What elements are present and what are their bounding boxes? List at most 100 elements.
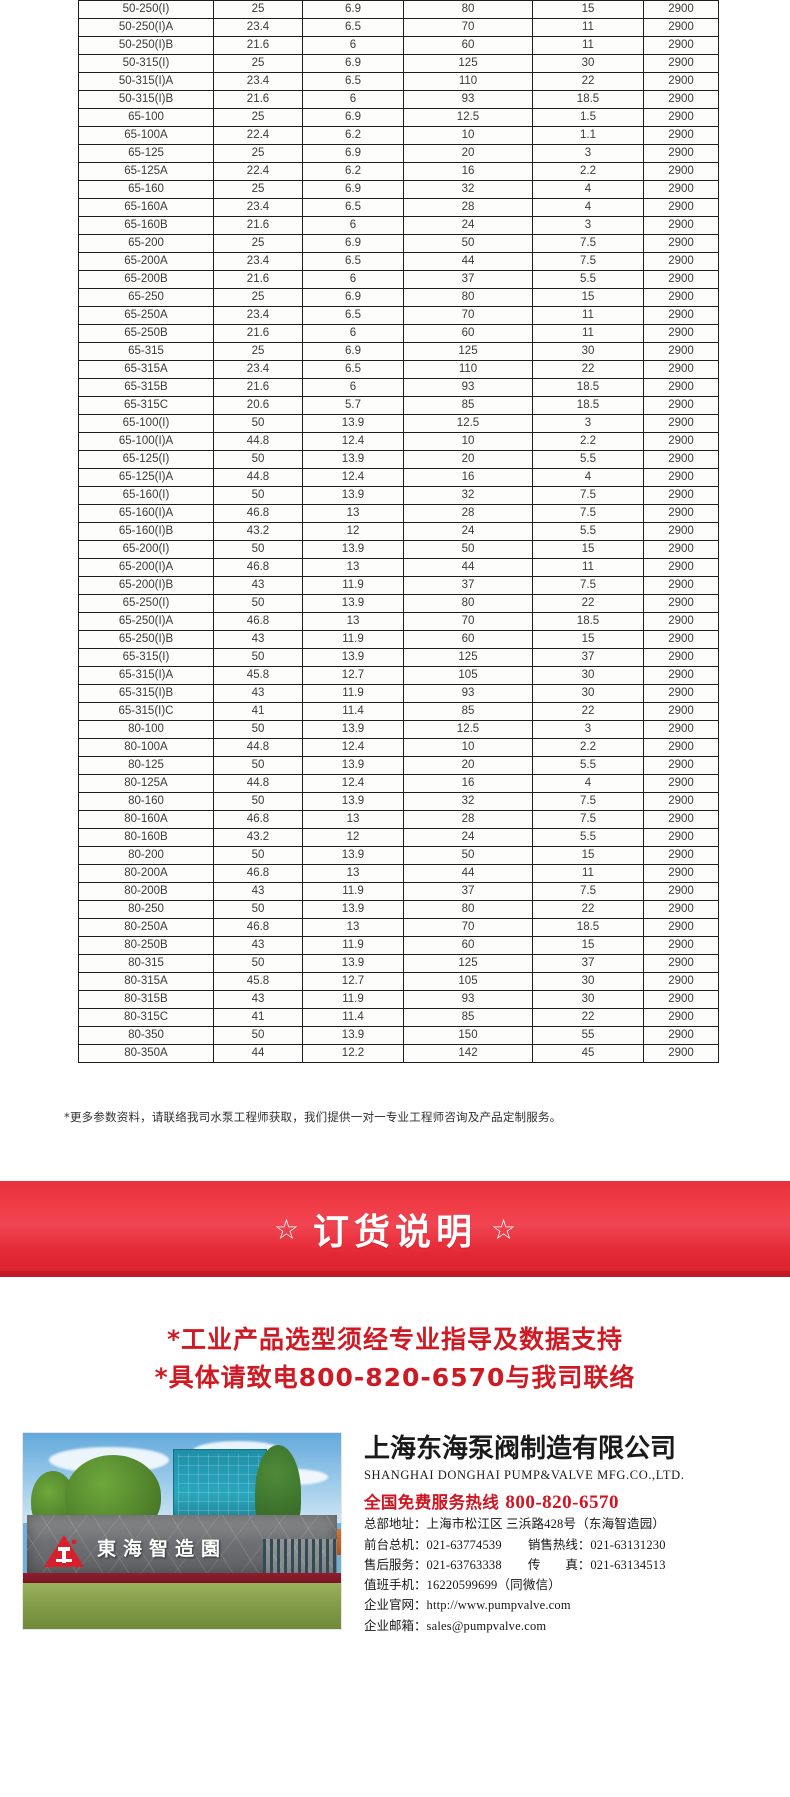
table-cell: 13.9 (302, 720, 404, 739)
table-row: 65-160(I)B 43.2 12 24 5.5 2900 (78, 522, 719, 541)
table-row: 65-160(I)A 46.8 13 28 7.5 2900 (78, 504, 719, 523)
table-cell: 50 (213, 756, 303, 775)
table-row: 65-315(I) 50 13.9 125 37 2900 (78, 648, 719, 667)
contact-label: 销售热线： (527, 1536, 591, 1552)
table-cell: 12.4 (302, 738, 404, 757)
table-cell: 2900 (643, 1008, 719, 1027)
table-cell: 105 (403, 972, 533, 991)
cell-model: 50-250(I) (78, 0, 214, 19)
contact-value: sales@pumpvalve.com (426, 1618, 547, 1633)
table-cell: 2900 (643, 648, 719, 667)
company-entrance-photo: 東海智造園 (22, 1432, 342, 1631)
table-cell: 2900 (643, 882, 719, 901)
table-cell: 43 (213, 990, 303, 1009)
table-row: 50-315(I) 25 6.9 125 30 2900 (78, 54, 719, 73)
table-cell: 85 (403, 702, 533, 721)
table-cell: 11 (532, 18, 644, 37)
table-cell: 12.7 (302, 972, 404, 991)
donghai-triangle-logo-icon (44, 1535, 84, 1568)
photo-building (173, 1449, 267, 1526)
table-cell: 18.5 (532, 378, 644, 397)
table-row: 80-315A 45.8 12.7 105 30 2900 (78, 972, 719, 991)
contact-value: 上海市松江区 三浜路428号（东海智造园） (426, 1517, 666, 1532)
table-cell: 2900 (643, 792, 719, 811)
cell-model: 80-125A (78, 774, 214, 793)
table-cell: 45 (532, 1044, 644, 1063)
spec-table-container: 50-250(I) 25 6.9 80 15 2900 50-250(I)A 23.4 6.5 7… (78, 0, 719, 1063)
cell-model: 65-160A (78, 198, 214, 217)
cell-model: 65-250(I) (78, 594, 214, 613)
cell-model: 80-160A (78, 810, 214, 829)
table-cell: 2900 (643, 522, 719, 541)
table-cell: 46.8 (213, 504, 303, 523)
table-cell: 6 (302, 270, 404, 289)
table-cell: 18.5 (532, 396, 644, 415)
table-cell: 21.6 (213, 90, 303, 109)
table-cell: 45.8 (213, 666, 303, 685)
table-cell: 25 (213, 144, 303, 163)
cell-model: 80-200B (78, 882, 214, 901)
table-cell: 2900 (643, 234, 719, 253)
table-row: 80-200A 46.8 13 44 11 2900 (78, 864, 719, 883)
table-cell: 6.9 (302, 180, 404, 199)
table-cell: 20 (403, 450, 533, 469)
table-cell: 44.8 (213, 432, 303, 451)
cell-model: 80-315 (78, 954, 214, 973)
table-row: 65-160 25 6.9 32 4 2900 (78, 180, 719, 199)
table-cell: 43.2 (213, 522, 303, 541)
table-row: 50-250(I)A 23.4 6.5 70 11 2900 (78, 18, 719, 37)
table-cell: 44 (403, 558, 533, 577)
table-row: 80-250 50 13.9 80 22 2900 (78, 900, 719, 919)
table-cell: 2900 (643, 144, 719, 163)
table-cell: 11 (532, 864, 644, 883)
table-cell: 13.9 (302, 594, 404, 613)
hotline-label: 全国免费服务热线 (364, 1493, 500, 1513)
table-cell: 13.9 (302, 900, 404, 919)
table-cell: 2900 (643, 72, 719, 91)
table-row: 80-100 50 13.9 12.5 3 2900 (78, 720, 719, 739)
table-cell: 28 (403, 810, 533, 829)
contact-label: 售后服务： (364, 1556, 427, 1572)
table-cell: 41 (213, 702, 303, 721)
table-row: 65-250(I) 50 13.9 80 22 2900 (78, 594, 719, 613)
table-cell: 7.5 (532, 882, 644, 901)
cell-model: 80-350 (78, 1026, 214, 1045)
table-cell: 93 (403, 684, 533, 703)
table-cell: 25 (213, 180, 303, 199)
hotline-number: 800-820-6570 (505, 1492, 620, 1514)
table-cell: 41 (213, 1008, 303, 1027)
table-cell: 13 (302, 810, 404, 829)
table-cell: 22 (532, 1008, 644, 1027)
table-row: 80-315 50 13.9 125 37 2900 (78, 954, 719, 973)
table-cell: 60 (403, 630, 533, 649)
table-cell: 2900 (643, 342, 719, 361)
table-cell: 12.5 (403, 414, 533, 433)
table-cell: 2900 (643, 396, 719, 415)
table-cell: 6.9 (302, 234, 404, 253)
cell-model: 80-315A (78, 972, 214, 991)
contact-line: 企业邮箱：sales@pumpvalve.com (364, 1616, 776, 1636)
table-cell: 50 (213, 792, 303, 811)
table-cell: 30 (532, 972, 644, 991)
table-row: 80-125A 44.8 12.4 16 4 2900 (78, 774, 719, 793)
table-cell: 46.8 (213, 918, 303, 937)
table-cell: 32 (403, 180, 533, 199)
cell-model: 80-100 (78, 720, 214, 739)
cell-model: 80-315C (78, 1008, 214, 1027)
cell-model: 65-250(I)A (78, 612, 214, 631)
table-cell: 2900 (643, 0, 719, 19)
table-cell: 6 (302, 90, 404, 109)
table-cell: 6.2 (302, 162, 404, 181)
table-cell: 30 (532, 666, 644, 685)
table-cell: 21.6 (213, 36, 303, 55)
banner-inner: ☆ 订货说明 ☆ (274, 1203, 516, 1255)
cell-model: 65-315(I)C (78, 702, 214, 721)
table-cell: 15 (532, 630, 644, 649)
table-cell: 22 (532, 900, 644, 919)
table-cell: 2900 (643, 306, 719, 325)
table-cell: 6 (302, 36, 404, 55)
cell-model: 65-160 (78, 180, 214, 199)
table-cell: 50 (213, 954, 303, 973)
table-cell: 22 (532, 360, 644, 379)
table-cell: 11.9 (302, 684, 404, 703)
